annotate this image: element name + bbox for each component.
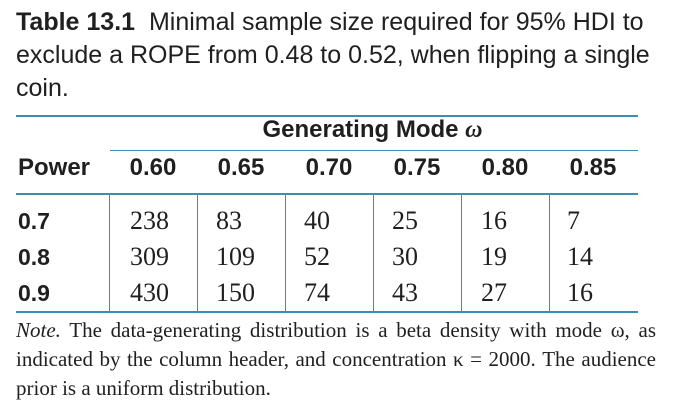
table-cell: 52	[304, 242, 330, 271]
caption-text: Minimal sample size required for 95% HDI…	[16, 8, 650, 102]
column-divider	[285, 195, 286, 311]
table-cell: 14	[567, 242, 593, 271]
table-cell: 150	[216, 278, 255, 307]
column-header: 0.65	[217, 154, 265, 181]
table-caption: Table 13.1 Minimal sample size required …	[16, 6, 661, 105]
power-header: Power	[18, 154, 91, 181]
column-divider	[373, 195, 374, 311]
table-cell: 430	[130, 278, 169, 307]
table-number: Table 13.1	[16, 8, 136, 36]
table-cell: 83	[216, 206, 242, 235]
column-header: 0.80	[481, 154, 529, 181]
column-header: 0.70	[305, 154, 353, 181]
table-cell: 16	[567, 278, 593, 307]
top-rule	[16, 115, 638, 117]
table-cell: 40	[304, 206, 330, 235]
table-cell: 238	[130, 206, 169, 235]
row-label: 0.8	[18, 244, 50, 270]
table-cell: 16	[481, 206, 507, 235]
bottom-rule	[16, 311, 638, 313]
table-cell: 43	[392, 278, 418, 307]
omega-symbol: ω	[465, 117, 483, 143]
column-header: 0.75	[393, 154, 441, 181]
table-cell: 74	[304, 278, 330, 307]
column-divider	[197, 195, 198, 311]
column-divider	[461, 195, 462, 311]
table-cell: 30	[392, 242, 418, 271]
header-rule	[16, 193, 638, 195]
column-divider	[109, 195, 110, 311]
table-cell: 109	[216, 242, 255, 271]
generating-mode-label: Generating Mode	[262, 116, 459, 143]
table-cell: 7	[567, 206, 580, 235]
table-cell: 19	[481, 242, 507, 271]
column-divider	[549, 195, 550, 311]
note-label: Note.	[16, 318, 61, 342]
column-header: 0.60	[129, 154, 177, 181]
table-cell: 309	[130, 242, 169, 271]
row-label: 0.7	[18, 208, 50, 234]
group-header-rule	[110, 150, 638, 151]
table-note: Note. The data-generating distribution i…	[16, 316, 656, 403]
row-label: 0.9	[18, 280, 50, 306]
generating-mode-header: Generating Mode ω	[110, 116, 635, 144]
table-cell: 25	[392, 206, 418, 235]
column-header: 0.85	[569, 154, 617, 181]
note-text: The data-generating distribution is a be…	[16, 318, 656, 400]
table-cell: 27	[481, 278, 507, 307]
